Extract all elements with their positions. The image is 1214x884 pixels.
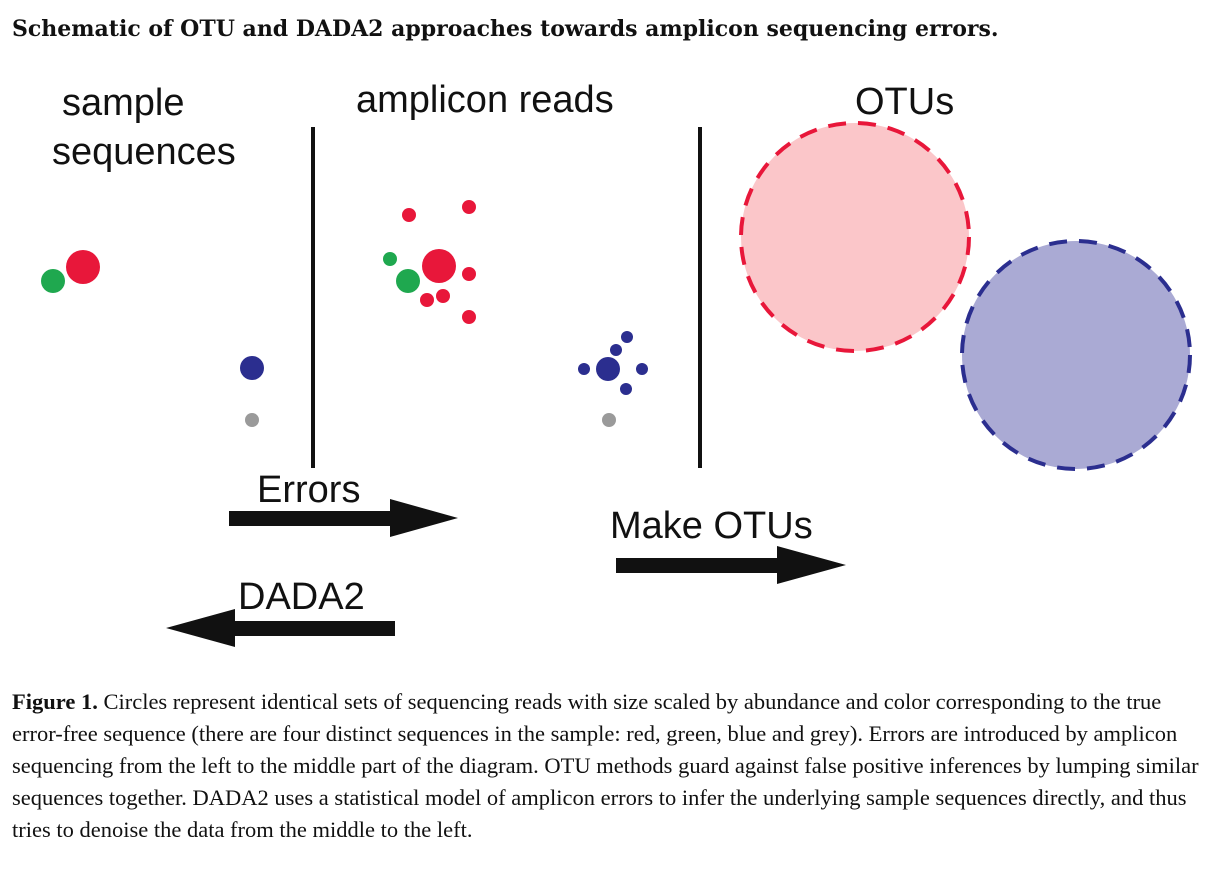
read-grey-circle bbox=[602, 413, 616, 427]
read-red-circle bbox=[402, 208, 416, 222]
caption-lead: Figure 1. bbox=[12, 689, 98, 714]
errors-arrow-shaft bbox=[229, 511, 397, 526]
errors-label: Errors bbox=[257, 469, 360, 511]
make-otus-arrow-head bbox=[777, 546, 846, 584]
make-otus-arrow bbox=[616, 546, 846, 584]
otu-blue-circle bbox=[960, 239, 1192, 471]
make-otus-label: Make OTUs bbox=[610, 505, 813, 547]
sample-sequences-group bbox=[41, 250, 264, 427]
errors-arrow-head bbox=[390, 499, 458, 537]
sample-red-circle bbox=[66, 250, 100, 284]
caption-text: Circles represent identical sets of sequ… bbox=[12, 689, 1199, 842]
read-red-circle bbox=[462, 267, 476, 281]
otus-group bbox=[739, 121, 1192, 471]
schematic-diagram: sample sequences amplicon reads OTUs bbox=[41, 79, 1192, 647]
figure-caption: Figure 1. Circles represent identical se… bbox=[12, 686, 1204, 846]
read-blue-circle bbox=[610, 344, 622, 356]
read-red-circle bbox=[462, 310, 476, 324]
amplicon-reads-group bbox=[383, 200, 648, 427]
label-otus: OTUs bbox=[855, 81, 954, 123]
dada2-arrow-head bbox=[166, 609, 235, 647]
dada2-arrow bbox=[166, 609, 395, 647]
make-otus-arrow-shaft bbox=[616, 558, 784, 573]
read-blue-circle bbox=[620, 383, 632, 395]
dada2-label: DADA2 bbox=[238, 576, 365, 618]
read-green-main-circle bbox=[396, 269, 420, 293]
read-blue-circle bbox=[636, 363, 648, 375]
read-red-circle bbox=[436, 289, 450, 303]
otu-red-circle bbox=[739, 121, 971, 353]
read-blue-main-circle bbox=[596, 357, 620, 381]
read-red-main-circle bbox=[422, 249, 456, 283]
read-red-circle bbox=[420, 293, 434, 307]
label-sample: sample bbox=[62, 82, 185, 124]
label-sequences: sequences bbox=[52, 131, 236, 173]
figure-title: Schematic of OTU and DADA2 approaches to… bbox=[12, 16, 999, 42]
errors-arrow bbox=[229, 499, 458, 537]
sample-green-circle bbox=[41, 269, 65, 293]
read-blue-circle bbox=[578, 363, 590, 375]
read-red-circle bbox=[462, 200, 476, 214]
read-blue-circle bbox=[621, 331, 633, 343]
read-green-circle bbox=[383, 252, 397, 266]
sample-grey-circle bbox=[245, 413, 259, 427]
dada2-arrow-shaft bbox=[228, 621, 395, 636]
sample-blue-circle bbox=[240, 356, 264, 380]
label-amplicon-reads: amplicon reads bbox=[356, 79, 614, 121]
